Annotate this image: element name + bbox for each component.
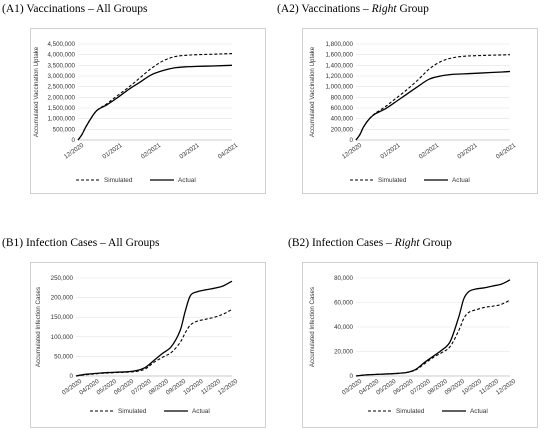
y-tick-label: 20,000 (334, 349, 353, 356)
series-line-actual (355, 279, 511, 377)
y-tick-label: 50,000 (54, 353, 73, 360)
y-tick-label: 1,800,000 (325, 41, 353, 48)
y-tick-label: 60,000 (334, 300, 353, 307)
legend-label: Actual (452, 177, 470, 184)
y-tick-label: 4,000,000 (47, 52, 75, 59)
y-tick-label: 0 (350, 137, 354, 144)
chart-frame-a1 (30, 28, 266, 194)
y-tick-label: 200,000 (331, 126, 354, 133)
y-axis-label: Accumulated Vaccination Uptake (33, 46, 40, 137)
series-line-actual (355, 70, 511, 141)
chart-frame-b2 (302, 262, 538, 428)
y-tick-label: 1,000,000 (325, 84, 353, 91)
y-tick-label: 1,200,000 (325, 73, 353, 80)
y-tick-label: 0 (350, 373, 354, 380)
series-line-actual (75, 280, 233, 377)
y-tick-label: 4,500,000 (47, 41, 75, 48)
legend-label: Simulated (118, 408, 147, 415)
chart-frame-b1 (30, 262, 266, 428)
series-line-actual (77, 64, 233, 141)
legend-label: Actual (178, 177, 196, 184)
x-tick-label: 12/2020 (495, 378, 518, 397)
y-tick-label: 600,000 (331, 105, 354, 112)
y-tick-label: 80,000 (334, 275, 353, 282)
legend-label: Simulated (104, 177, 133, 184)
series-line-simulated (355, 299, 511, 377)
y-tick-label: 100,000 (51, 334, 74, 341)
y-tick-label: 200,000 (51, 295, 74, 302)
chart-title-b1: (B1) Infection Cases – All Groups (2, 237, 160, 249)
chart-title-b2: (B2) Infection Cases – Right Group (288, 237, 452, 249)
y-tick-label: 0 (70, 373, 74, 380)
y-tick-label: 800,000 (331, 94, 354, 101)
y-tick-label: 0 (72, 137, 76, 144)
y-tick-label: 40,000 (334, 324, 353, 331)
y-tick-label: 2,500,000 (47, 84, 75, 91)
chart-title-a2: (A2) Vaccinations – Right Group (277, 3, 429, 15)
legend-label: Simulated (396, 408, 425, 415)
legend-label: Actual (470, 408, 488, 415)
y-axis-label: Accumulated Infection Cases (35, 287, 42, 367)
y-tick-label: 1,400,000 (325, 62, 353, 69)
y-tick-label: 1,600,000 (325, 52, 353, 59)
y-tick-label: 3,500,000 (47, 62, 75, 69)
chart-title-a1: (A1) Vaccinations – All Groups (2, 3, 148, 15)
legend-label: Simulated (378, 177, 407, 184)
y-tick-label: 500,000 (53, 126, 76, 133)
chart-frame-a2 (302, 28, 538, 194)
y-tick-label: 2,000,000 (47, 94, 75, 101)
y-tick-label: 150,000 (51, 314, 74, 321)
y-tick-label: 1,500,000 (47, 105, 75, 112)
y-axis-label: Accumulated Infection Cases (309, 287, 316, 367)
y-tick-label: 400,000 (331, 116, 354, 123)
y-tick-label: 3,000,000 (47, 73, 75, 80)
y-tick-label: 250,000 (51, 275, 74, 282)
legend-label: Actual (192, 408, 210, 415)
y-tick-label: 1,000,000 (47, 116, 75, 123)
y-axis-label: Accumulated Vaccination Uptake (309, 46, 316, 137)
